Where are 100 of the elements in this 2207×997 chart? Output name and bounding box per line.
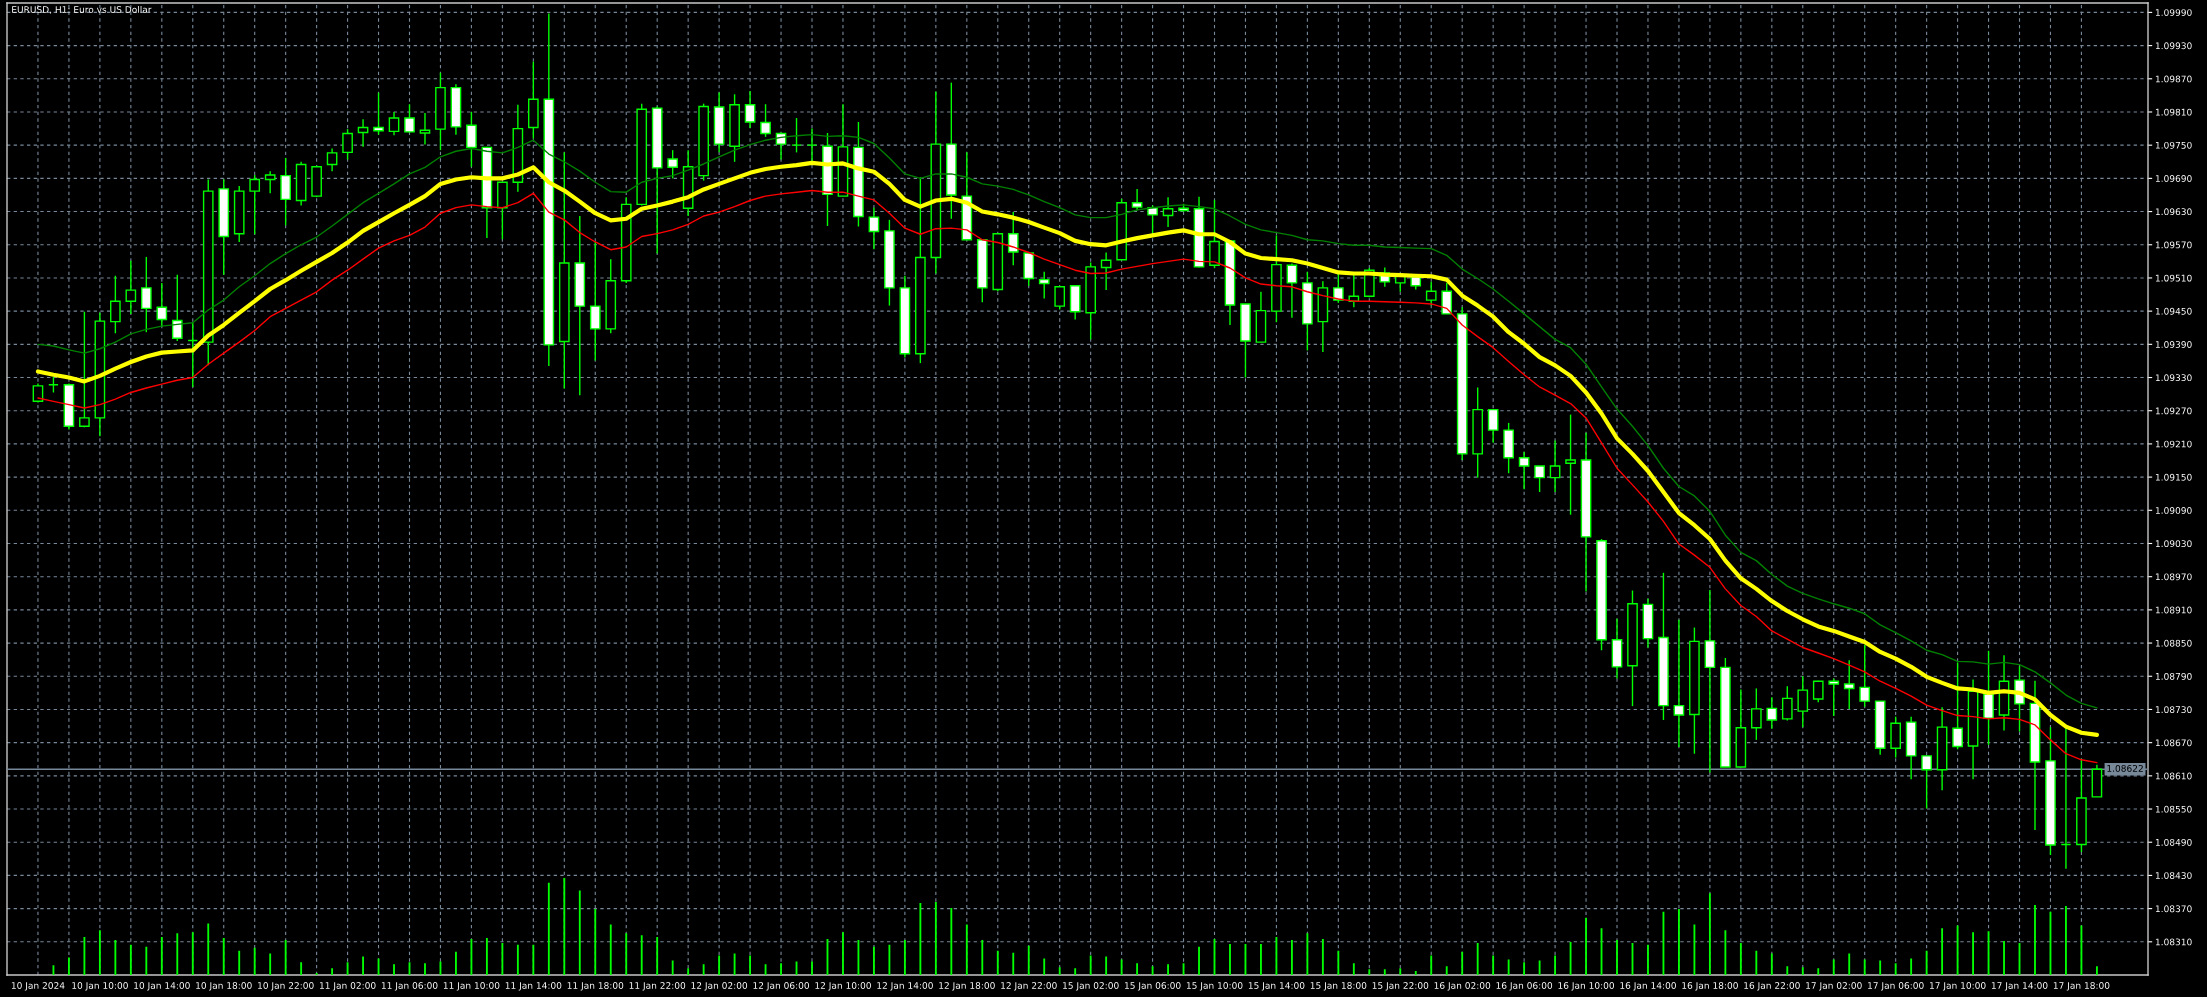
candlestick: [1209, 199, 1220, 269]
candlestick: [1441, 282, 1453, 315]
candlestick: [1549, 439, 1561, 493]
candlestick: [1286, 262, 1298, 319]
candlestick: [868, 206, 880, 250]
x-tick-label: 17 Jan 02:00: [1806, 982, 1862, 991]
x-tick-label: 10 Jan 2024: [11, 982, 65, 991]
y-tick-label: 1.09630: [2155, 208, 2192, 216]
x-tick-label: 15 Jan 10:00: [1186, 982, 1243, 991]
x-tick-label: 10 Jan 10:00: [72, 982, 128, 991]
ref-line-label: 1.08622: [2107, 764, 2143, 772]
y-tick-label: 1.08970: [2155, 573, 2192, 581]
x-tick-label: 10 Jan 18:00: [196, 982, 252, 991]
x-tick-label: 11 Jan 18:00: [567, 982, 624, 991]
candlestick: [1425, 281, 1437, 307]
candlestick: [1781, 685, 1793, 722]
y-tick-label: 1.09450: [2155, 307, 2192, 315]
x-tick-label: 10 Jan 22:00: [258, 982, 314, 991]
x-tick-label: 16 Jan 10:00: [1558, 982, 1615, 991]
candlestick: [249, 174, 261, 235]
y-tick-label: 1.09090: [2155, 507, 2192, 514]
y-tick-label: 1.08430: [2155, 872, 2192, 879]
y-tick-label: 1.09990: [2155, 9, 2192, 16]
x-tick-label: 17 Jan 10:00: [1930, 982, 1986, 991]
candlestick: [187, 321, 199, 388]
y-tick-label: 1.09270: [2155, 407, 2192, 415]
candlestick: [419, 112, 431, 146]
x-tick-label: 12 Jan 14:00: [877, 982, 933, 991]
candlestick: [1921, 755, 1932, 810]
y-tick-label: 1.09510: [2155, 274, 2192, 282]
candlestick: [326, 147, 338, 172]
candlestick: [1843, 659, 1855, 710]
candlestick: [1565, 413, 1576, 516]
candlestick: [1797, 675, 1809, 728]
y-tick-label: 1.09390: [2155, 341, 2192, 348]
candlestick: [1859, 644, 1871, 708]
y-tick-label: 1.08670: [2155, 739, 2192, 747]
candlestick: [264, 170, 276, 195]
candlestick: [171, 273, 183, 342]
candlestick: [373, 91, 384, 136]
candlestick: [760, 103, 771, 138]
x-tick-label: 17 Jan 06:00: [1868, 982, 1924, 991]
x-tick-label: 12 Jan 02:00: [691, 982, 748, 991]
x-tick-label: 16 Jan 18:00: [1682, 982, 1738, 991]
candlestick: [1828, 677, 1840, 717]
y-tick-label: 1.09810: [2155, 108, 2192, 116]
y-tick-label: 1.08310: [2155, 938, 2192, 946]
candlestick: [1054, 286, 1066, 311]
y-tick-label: 1.08790: [2155, 672, 2192, 680]
y-tick-label: 1.08550: [2155, 805, 2192, 813]
x-tick-label: 11 Jan 06:00: [381, 982, 438, 991]
candlestick: [1673, 619, 1685, 748]
candlestick: [1518, 450, 1530, 490]
y-tick-label: 1.09750: [2155, 141, 2192, 149]
x-tick-label: 15 Jan 14:00: [1248, 982, 1305, 991]
x-tick-label: 16 Jan 14:00: [1620, 982, 1676, 991]
x-tick-label: 12 Jan 22:00: [1001, 982, 1057, 991]
y-tick-label: 1.09150: [2155, 473, 2192, 481]
candlestick: [1147, 204, 1158, 235]
y-tick-label: 1.09570: [2155, 241, 2192, 249]
y-tick-label: 1.08910: [2155, 606, 2192, 614]
candlestick: [140, 256, 152, 333]
x-tick-label: 16 Jan 22:00: [1744, 982, 1800, 991]
y-tick-label: 1.08730: [2155, 706, 2192, 714]
candlestick: [1534, 465, 1545, 493]
y-tick-label: 1.09030: [2155, 540, 2192, 548]
candlestick: [357, 118, 369, 148]
x-tick-label: 12 Jan 06:00: [753, 982, 810, 991]
x-tick-label: 10 Jan 14:00: [134, 982, 190, 991]
x-tick-label: 16 Jan 02:00: [1434, 982, 1491, 991]
candlestick: [79, 310, 90, 429]
candlestick: [156, 282, 168, 328]
x-tick-label: 11 Jan 10:00: [443, 982, 500, 991]
candlestick: [1766, 696, 1778, 730]
x-tick-label: 12 Jan 10:00: [815, 982, 871, 991]
candlestick: [1487, 408, 1499, 444]
x-tick-label: 17 Jan 18:00: [2053, 982, 2110, 991]
x-tick-label: 15 Jan 06:00: [1124, 982, 1181, 991]
x-tick-label: 15 Jan 22:00: [1372, 982, 1429, 991]
y-tick-label: 1.09930: [2155, 42, 2192, 50]
candlestick: [1333, 272, 1344, 304]
x-tick-label: 17 Jan 14:00: [1991, 982, 2048, 991]
candlestick: [589, 241, 601, 362]
chart-title: EURUSD, H1: Euro vs US Dollar: [12, 5, 152, 14]
candlestick: [1131, 188, 1143, 212]
candlestick: [806, 127, 818, 164]
candlestick: [1038, 271, 1050, 300]
x-tick-label: 16 Jan 06:00: [1496, 982, 1553, 991]
y-tick-label: 1.09210: [2155, 440, 2192, 448]
candlestick: [388, 111, 400, 136]
y-tick-label: 1.09870: [2155, 75, 2192, 83]
candlestick: [744, 90, 756, 129]
x-tick-label: 11 Jan 02:00: [319, 982, 376, 991]
candlestick: [280, 157, 291, 227]
candlestick: [1750, 687, 1762, 741]
candlestick: [1162, 196, 1174, 228]
y-tick-label: 1.09330: [2155, 374, 2192, 382]
candlestick: [667, 149, 679, 180]
candlestick: [791, 117, 802, 154]
candlestick: [342, 128, 353, 161]
